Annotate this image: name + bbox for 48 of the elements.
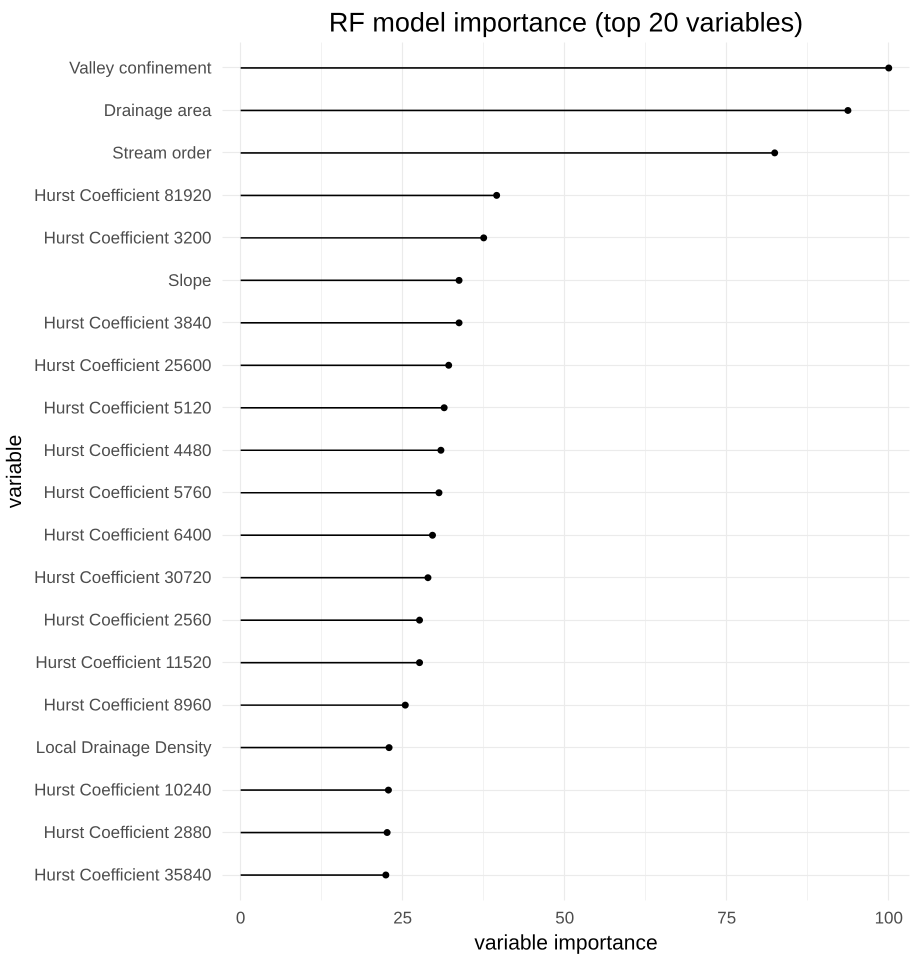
y-tick-label: Hurst Coefficient 10240 (34, 780, 212, 800)
y-tick-label: Hurst Coefficient 5120 (44, 398, 212, 418)
x-tick-label: 100 (874, 908, 903, 928)
y-tick-label: Hurst Coefficient 3840 (44, 313, 212, 332)
y-tick-label: Hurst Coefficient 5760 (44, 483, 212, 502)
y-tick-label: Valley confinement (69, 58, 212, 78)
y-axis-title: variable (3, 434, 26, 508)
point (384, 829, 391, 836)
point (416, 659, 424, 666)
x-tick-label: 50 (555, 908, 574, 928)
x-axis-title: variable importance (474, 932, 658, 954)
point (382, 872, 390, 879)
y-tick-label: Stream order (112, 143, 212, 162)
chart-title: RF model importance (top 20 variables) (328, 8, 804, 38)
point (885, 64, 892, 72)
y-tick-label: Hurst Coefficient 30720 (34, 568, 212, 588)
y-tick-label: Hurst Coefficient 81920 (34, 186, 212, 205)
x-tick-label: 75 (717, 908, 736, 928)
y-tick-label: Local Drainage Density (36, 738, 212, 758)
point (435, 489, 442, 496)
point (493, 192, 500, 199)
point (445, 362, 452, 369)
y-tick-label: Slope (168, 270, 212, 290)
x-tick-label: 0 (236, 908, 246, 928)
point (402, 702, 409, 709)
y-tick-label: Hurst Coefficient 4480 (44, 440, 212, 460)
point (437, 446, 444, 454)
point (440, 404, 448, 412)
y-tick-label: Hurst Coefficient 11520 (35, 653, 212, 672)
y-tick-label: Hurst Coefficient 25600 (34, 356, 212, 375)
point (428, 532, 436, 539)
point (771, 149, 778, 156)
y-tick-label: Hurst Coefficient 35840 (34, 866, 212, 885)
x-tick-label: 25 (393, 908, 412, 928)
y-tick-label: Hurst Coefficient 2880 (44, 823, 212, 842)
y-tick-label: Hurst Coefficient 3200 (44, 228, 212, 248)
point (424, 574, 432, 582)
point (480, 234, 488, 242)
point (384, 786, 392, 794)
y-tick-label: Hurst Coefficient 6400 (44, 526, 212, 545)
y-tick-label: Hurst Coefficient 2560 (44, 610, 212, 630)
y-tick-label: Drainage area (104, 100, 212, 120)
point (844, 106, 852, 114)
point (456, 319, 463, 326)
point (386, 744, 393, 752)
point (456, 276, 463, 284)
y-tick-label: Hurst Coefficient 8960 (44, 696, 212, 715)
point (416, 616, 424, 624)
